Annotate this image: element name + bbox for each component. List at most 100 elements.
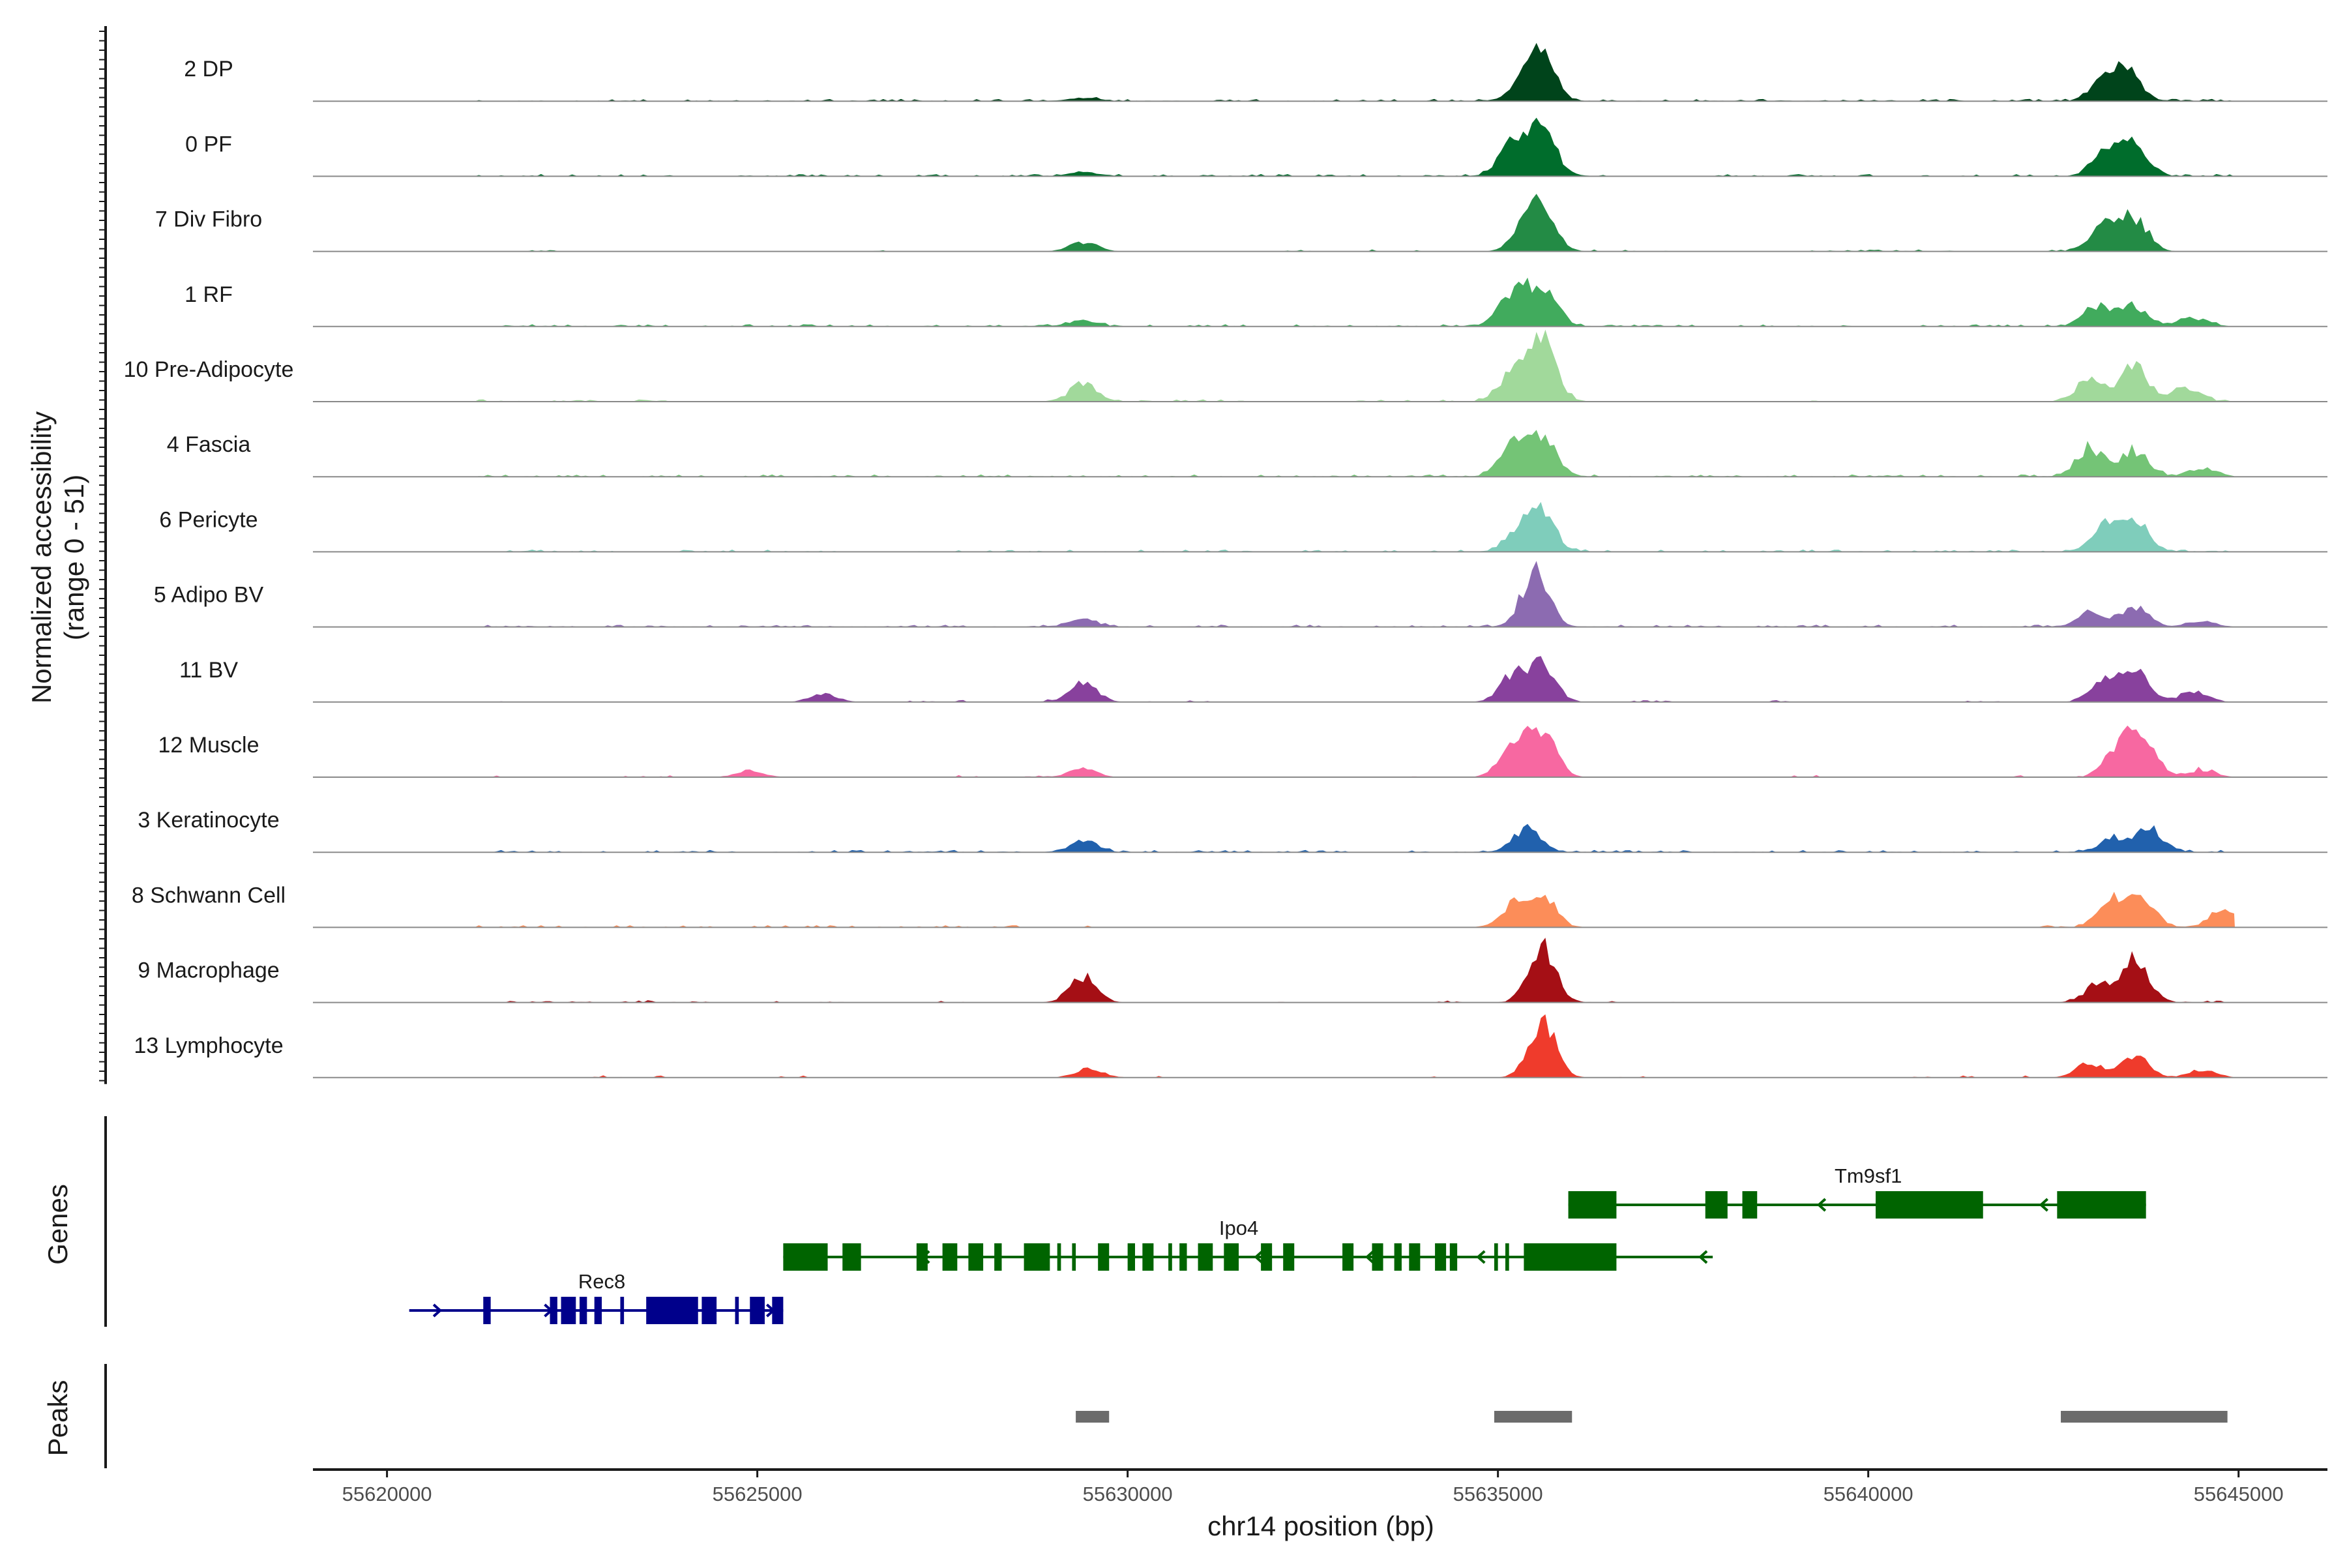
track-label: 4 Fascia xyxy=(167,432,251,457)
gene-exon xyxy=(1435,1243,1447,1271)
gene-exon xyxy=(579,1297,587,1324)
peak-region xyxy=(2061,1411,2228,1423)
gene-rec8: Rec8 xyxy=(409,1270,784,1324)
gene-exon xyxy=(1024,1243,1050,1271)
track-label: 5 Adipo BV xyxy=(154,583,264,608)
track-label: 1 RF xyxy=(185,282,233,307)
x-axis-title: chr14 position (bp) xyxy=(1207,1511,1434,1541)
coverage-area xyxy=(461,656,2236,702)
track-label: 7 Div Fibro xyxy=(155,207,262,232)
x-tick-label: 55645000 xyxy=(2194,1483,2284,1505)
track-6-pericyte: 6 Pericyte xyxy=(159,501,2327,553)
track-8-schwann-cell: 8 Schwann Cell xyxy=(132,883,2327,928)
gene-exon xyxy=(594,1297,602,1324)
coverage-area xyxy=(461,194,2236,252)
x-tick-label: 55640000 xyxy=(1823,1483,1913,1505)
x-axis: 55620000 55625000 55630000 55635000 55640000… xyxy=(313,1468,2327,1505)
coverage-area xyxy=(461,891,2236,928)
genes-axis-title: Genes xyxy=(42,1184,73,1265)
gene-exon xyxy=(1127,1243,1135,1271)
y-axis-title-line1: Normalized accessibility xyxy=(26,411,57,703)
coverage-area xyxy=(461,561,2236,627)
coverage-area xyxy=(461,430,2236,477)
gene-exon xyxy=(1224,1243,1239,1271)
x-tick-label: 55625000 xyxy=(713,1483,803,1505)
gene-exon xyxy=(1524,1243,1617,1271)
track-2-dp: 2 DP xyxy=(184,42,2327,102)
tracks-layer: 2 DP 0 PF 7 Div Fibro 1 RF 10 Pre-Adipocyte 4… xyxy=(99,26,2327,1084)
gene-exon xyxy=(561,1297,576,1324)
x-tick-label: 55630000 xyxy=(1083,1483,1173,1505)
gene-exon xyxy=(2057,1191,2146,1219)
coverage-area xyxy=(461,329,2236,402)
gene-exon xyxy=(1098,1243,1110,1271)
coverage-area xyxy=(461,938,2236,1003)
track-label: 11 BV xyxy=(179,658,238,683)
coverage-area xyxy=(461,117,2236,177)
gene-exon xyxy=(1342,1243,1354,1271)
strand-arrow xyxy=(1816,1198,1827,1212)
gene-exon xyxy=(1742,1191,1758,1219)
gene-exon xyxy=(994,1243,1002,1271)
gene-exon xyxy=(942,1243,958,1271)
strand-arrow xyxy=(1476,1250,1486,1264)
strand-arrow xyxy=(1254,1250,1263,1264)
gene-exon xyxy=(1057,1243,1061,1271)
strand-arrow xyxy=(2039,1198,2048,1212)
gene-exon xyxy=(1372,1243,1383,1271)
gene-exon xyxy=(550,1297,557,1324)
gene-exon xyxy=(735,1297,739,1324)
track-label: 8 Schwann Cell xyxy=(132,883,286,908)
track-12-muscle: 12 Muscle xyxy=(158,725,2327,778)
gene-exon xyxy=(1261,1243,1273,1271)
gene-exon xyxy=(1168,1243,1172,1271)
gene-exon xyxy=(1568,1191,1617,1219)
gene-exon xyxy=(1142,1243,1154,1271)
peaks-axis-title: Peaks xyxy=(42,1380,73,1457)
x-tick-label: 55635000 xyxy=(1453,1483,1543,1505)
gene-exon xyxy=(1179,1243,1187,1271)
gene-exon xyxy=(1505,1243,1509,1271)
coverage-area xyxy=(461,277,2236,327)
gene-exon xyxy=(783,1243,828,1271)
gene-exon xyxy=(1198,1243,1213,1271)
track-10-pre-adipocyte: 10 Pre-Adipocyte xyxy=(124,329,2327,402)
gene-ipo4: Ipo4 xyxy=(783,1217,1713,1271)
track-label: 3 Keratinocyte xyxy=(138,808,279,833)
track-label: 12 Muscle xyxy=(158,733,259,758)
gene-label: Tm9sf1 xyxy=(1835,1164,1902,1187)
strand-arrow xyxy=(1698,1250,1708,1264)
gene-exon xyxy=(701,1297,717,1324)
track-4-fascia: 4 Fascia xyxy=(167,430,2327,478)
track-label: 10 Pre-Adipocyte xyxy=(124,357,294,382)
coverage-area xyxy=(461,501,2236,552)
track-11-bv: 11 BV xyxy=(179,656,2327,703)
coverage-area xyxy=(461,725,2236,777)
peak-region xyxy=(1494,1411,1572,1423)
track-0-pf: 0 PF xyxy=(185,117,2327,177)
gene-exon xyxy=(1705,1191,1728,1219)
gene-exon xyxy=(842,1243,861,1271)
gene-exon xyxy=(968,1243,984,1271)
gene-exon xyxy=(1283,1243,1295,1271)
gene-tm9sf1: Tm9sf1 xyxy=(1568,1164,2146,1219)
genes-layer: Tm9sf1 Ipo4 Rec8 xyxy=(104,1116,2146,1327)
gene-exon xyxy=(1494,1243,1498,1271)
gene-label: Ipo4 xyxy=(1219,1217,1258,1239)
track-label: 6 Pericyte xyxy=(159,507,258,532)
track-label: 2 DP xyxy=(184,57,233,81)
gene-label: Rec8 xyxy=(578,1270,625,1293)
y-axis-title-line2: (range 0 - 51) xyxy=(59,475,89,640)
gene-exon xyxy=(1394,1243,1402,1271)
gene-exon xyxy=(1072,1243,1076,1271)
track-5-adipo-bv: 5 Adipo BV xyxy=(154,561,2327,628)
gene-exon xyxy=(772,1297,784,1324)
x-tick-label: 55620000 xyxy=(342,1483,432,1505)
coverage-area xyxy=(461,823,2236,853)
gene-exon xyxy=(646,1297,698,1324)
track-7-div-fibro: 7 Div Fibro xyxy=(155,194,2327,252)
track-label: 0 PF xyxy=(185,132,232,156)
track-3-keratinocyte: 3 Keratinocyte xyxy=(138,808,2327,853)
